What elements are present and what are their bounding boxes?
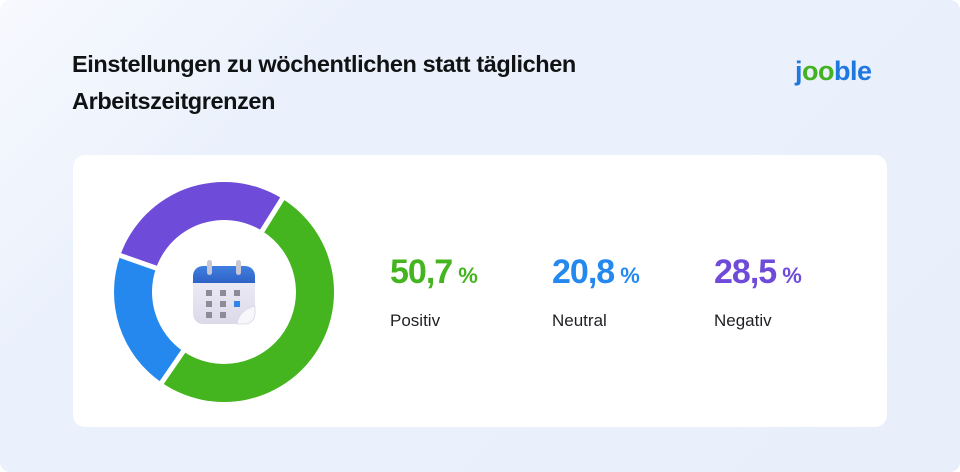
stat-value: 50,7% (390, 253, 478, 291)
stat-negative: 28,5% Negativ (714, 252, 876, 332)
donut-segment-positiv (161, 198, 334, 402)
donut-separator (258, 195, 286, 234)
donut-separator (117, 252, 159, 272)
chart-card: 50,7% Positiv 20,8% Neutral 28,5% Negati… (73, 155, 887, 427)
stats-legend: 50,7% Positiv 20,8% Neutral 28,5% Negati… (390, 252, 876, 332)
stat-positive: 50,7% Positiv (390, 252, 552, 332)
stat-label: Negativ (714, 311, 772, 330)
calendar-icon (193, 260, 256, 325)
stat-value: 20,8% (552, 253, 640, 291)
jooble-logo: jooble (795, 54, 872, 88)
donut-segment-negativ (120, 182, 283, 269)
logo-part-ble: ble (834, 56, 872, 86)
donut-chart (113, 182, 334, 402)
donut-segment-neutral (113, 255, 184, 383)
stat-value: 28,5% (714, 253, 802, 291)
page-title: Einstellungen zu wöchentlichen statt täg… (72, 51, 576, 114)
logo-part-oo: oo (802, 56, 835, 86)
stat-label: Neutral (552, 311, 607, 330)
logo-part-j: j (795, 56, 803, 86)
stat-label: Positiv (390, 311, 441, 330)
stat-neutral: 20,8% Neutral (552, 252, 714, 332)
donut-separator (158, 348, 187, 386)
